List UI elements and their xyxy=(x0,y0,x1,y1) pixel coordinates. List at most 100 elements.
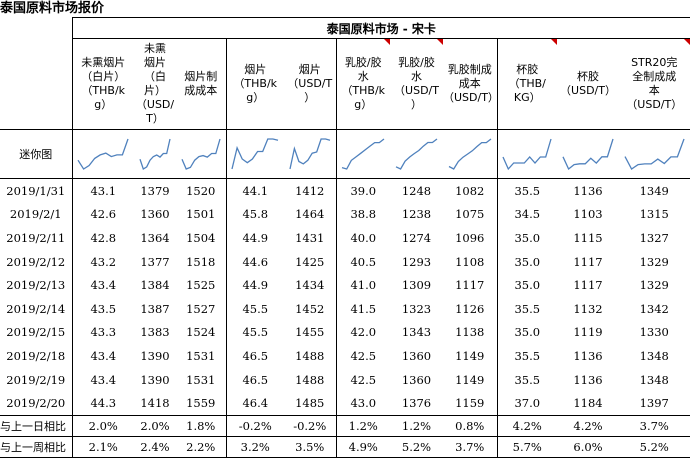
column-header: 乳胶/胶水（USD/T） xyxy=(390,39,443,130)
sparkline xyxy=(181,138,221,170)
value-cell: 46.5 xyxy=(225,344,284,368)
comment-flag-icon xyxy=(384,39,390,45)
value-cell: 1132 xyxy=(573,301,603,316)
value-cell: 1315 xyxy=(619,202,690,227)
value-cell: 1117 xyxy=(573,254,603,269)
change-label: 与上一周相比 xyxy=(0,435,73,458)
value-cell: 1397 xyxy=(619,391,690,416)
table-row: 2019/2/19 43.4 1390 1531 46.5 1488 42.5 1360 114… xyxy=(0,367,690,392)
value-cell: 1531 xyxy=(186,348,216,363)
change-label: 与上一日相比 xyxy=(0,414,73,437)
sparkline-path xyxy=(231,138,279,170)
change-cell: 3.5% xyxy=(284,435,336,458)
value-cell: 1136 xyxy=(573,348,603,363)
change-cell: 3.2% xyxy=(225,435,284,458)
value-cell: 1075 xyxy=(455,207,485,222)
table-row: 2019/1/31 43.1 1379 1520 44.1 1412 39.0 1248 108… xyxy=(0,178,690,203)
value-cell: 1117 xyxy=(573,278,603,293)
date-cell: 2019/2/11 xyxy=(0,226,73,250)
date-cell: 2019/2/18 xyxy=(0,344,73,368)
value-cell: 43.1 xyxy=(71,178,134,203)
sparkline-path xyxy=(448,138,492,170)
table-row: 2019/2/11 42.8 1364 1504 44.9 1431 40.0 1274 109… xyxy=(0,226,690,250)
sparkline xyxy=(77,138,129,170)
sparkline xyxy=(231,138,279,170)
value-cell: 1485 xyxy=(295,396,325,411)
comment-flag-icon xyxy=(683,39,690,45)
value-cell: 45.8 xyxy=(225,202,284,227)
value-cell: 44.1 xyxy=(225,178,284,203)
value-cell: 1377 xyxy=(140,254,170,269)
value-cell: 1488 xyxy=(295,372,325,387)
value-cell: 35.0 xyxy=(496,226,557,250)
value-cell: 1452 xyxy=(295,301,325,316)
value-cell: 1126 xyxy=(455,301,485,316)
value-cell: 1348 xyxy=(619,367,690,392)
value-cell: 1136 xyxy=(573,183,603,198)
value-cell: 40.5 xyxy=(335,249,390,274)
value-cell: 1425 xyxy=(295,254,325,269)
value-cell: 1464 xyxy=(295,207,325,222)
change-cell: -0.2% xyxy=(284,414,336,437)
sparkline-path xyxy=(139,138,171,170)
column-header: 乳胶制成 成本 （USD/T） xyxy=(443,63,497,104)
section-title: 泰国原料市场 - 宋卡 xyxy=(72,17,690,39)
sparkline xyxy=(448,138,492,170)
value-cell: 1360 xyxy=(140,207,170,222)
change-cell: 6.0% xyxy=(557,435,619,458)
value-cell: 38.8 xyxy=(335,202,390,227)
change-cell: 2.0% xyxy=(71,414,134,437)
change-cell: 1.2% xyxy=(390,414,443,437)
value-cell: 42.6 xyxy=(71,202,134,227)
value-cell: 1412 xyxy=(295,183,325,198)
value-cell: 45.5 xyxy=(225,296,284,321)
value-cell: 1501 xyxy=(186,207,216,222)
value-cell: 1115 xyxy=(573,230,603,245)
value-cell: 46.5 xyxy=(225,367,284,392)
value-cell: 1531 xyxy=(186,372,216,387)
value-cell: 43.4 xyxy=(71,367,134,392)
sparkline-path xyxy=(395,138,438,170)
value-cell: 1342 xyxy=(619,296,690,321)
change-cell: 1.2% xyxy=(335,414,390,437)
value-cell: 1504 xyxy=(186,230,216,245)
value-cell: 1431 xyxy=(295,230,325,245)
data-body: 2019/1/31 43.1 1379 1520 44.1 1412 39.0 1248 108… xyxy=(0,178,690,416)
sparkline-label: 迷你图 xyxy=(0,129,73,179)
value-cell: 1524 xyxy=(186,325,216,340)
value-cell: 1360 xyxy=(401,372,432,387)
value-cell: 1108 xyxy=(455,254,485,269)
table-row: 2019/2/18 43.4 1390 1531 46.5 1488 42.5 1360 114… xyxy=(0,344,690,368)
sparkline-path xyxy=(502,138,552,171)
column-header: 杯胶 （USD/T） xyxy=(560,70,616,97)
value-cell: 1455 xyxy=(295,325,325,340)
change-cell: 5.7% xyxy=(496,435,557,458)
column-header: 未熏烟片 （白片） （THB/k g） xyxy=(71,38,134,130)
value-cell: 44.3 xyxy=(71,391,134,416)
date-cell: 2019/2/15 xyxy=(0,320,73,345)
value-cell: 1383 xyxy=(140,325,170,340)
sparkline-row: 迷你图 xyxy=(0,129,690,179)
value-cell: 1488 xyxy=(295,348,325,363)
value-cell: 44.9 xyxy=(225,273,284,297)
value-cell: 35.0 xyxy=(496,249,557,274)
sparkline xyxy=(502,138,552,171)
column-header: 烟片制 成成本 xyxy=(184,70,218,97)
value-cell: 44.9 xyxy=(225,226,284,250)
value-cell: 1329 xyxy=(619,273,690,297)
sparkline xyxy=(624,138,685,170)
comment-flag-icon xyxy=(437,39,443,45)
value-cell: 42.8 xyxy=(71,226,134,250)
value-cell: 1330 xyxy=(619,320,690,345)
value-cell: 35.5 xyxy=(496,344,557,368)
value-cell: 42.5 xyxy=(335,367,390,392)
value-cell: 1518 xyxy=(186,254,216,269)
date-cell: 2019/2/14 xyxy=(0,296,73,321)
column-header: STR20完 全制成成本（USD/T） xyxy=(619,38,690,130)
value-cell: 45.5 xyxy=(225,320,284,345)
value-cell: 1309 xyxy=(401,278,432,293)
table-row: 2019/2/1 42.6 1360 1501 45.8 1464 38.8 1238 1075… xyxy=(0,202,690,227)
value-cell: 43.5 xyxy=(71,296,134,321)
page-title: 泰国原料市场报价 xyxy=(0,1,105,16)
value-cell: 1149 xyxy=(455,372,485,387)
